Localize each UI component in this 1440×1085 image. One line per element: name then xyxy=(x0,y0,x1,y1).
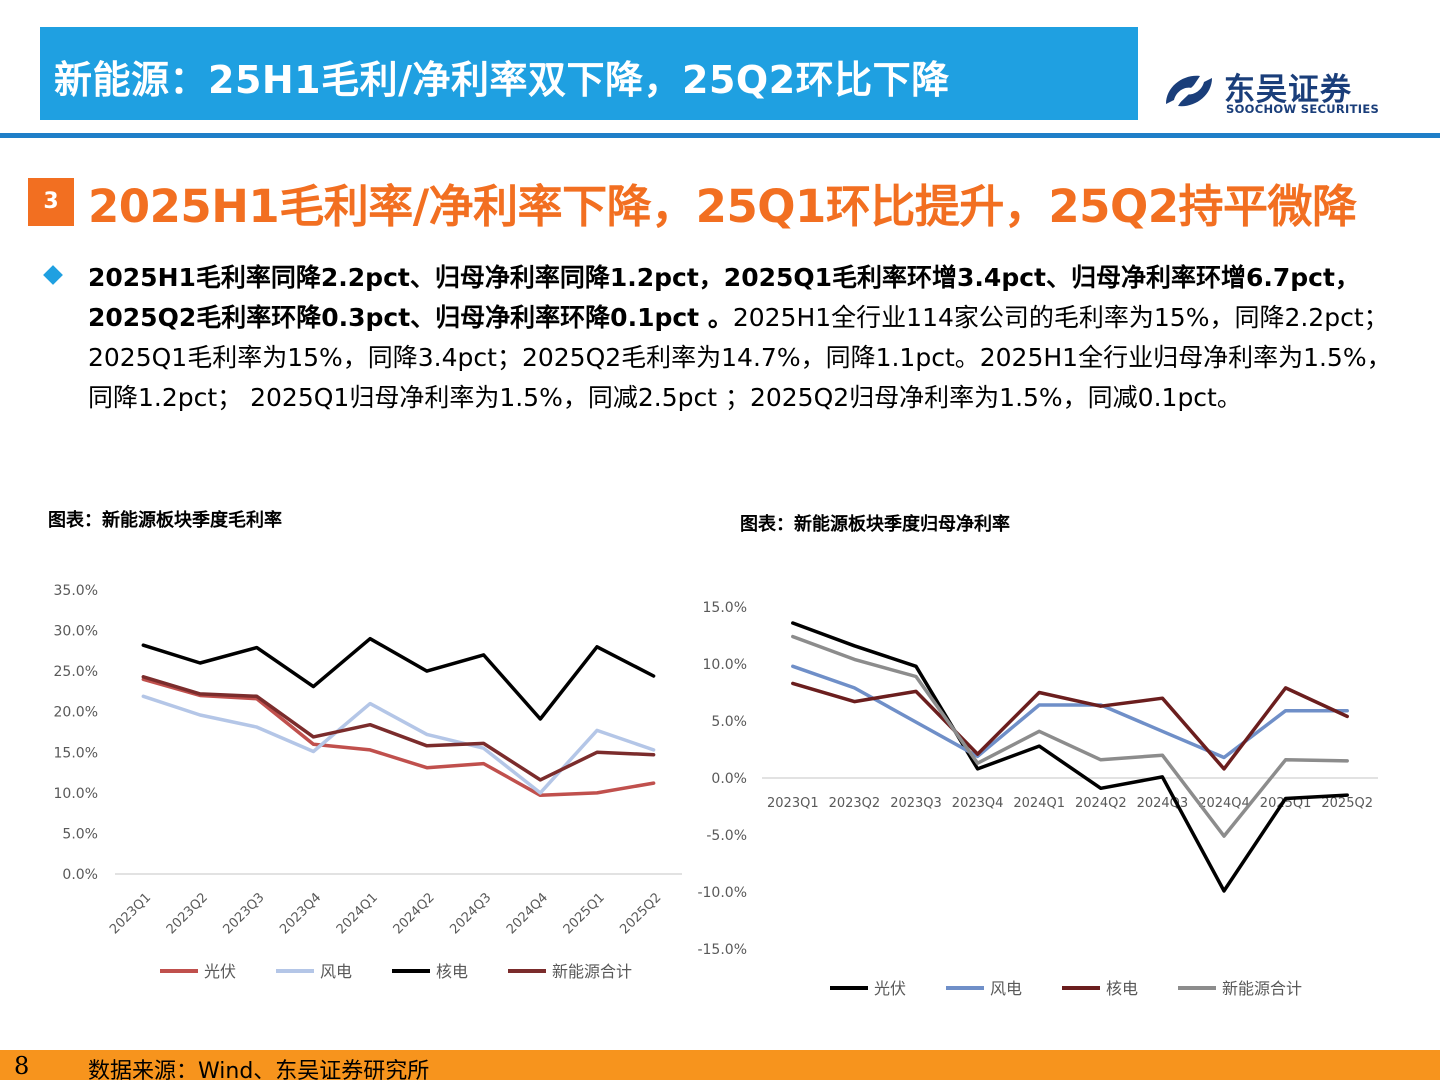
x-tick-label: 2025Q2 xyxy=(1321,796,1373,811)
right-figure-title: 图表：新能源板块季度归母净利率 xyxy=(740,510,1010,536)
y-tick-label: 20.0% xyxy=(54,705,98,721)
x-tick-label: 2025Q2 xyxy=(617,890,664,937)
diamond-bullet-icon xyxy=(43,265,63,285)
x-tick-label: 2023Q1 xyxy=(107,890,154,937)
x-tick-label: 2023Q2 xyxy=(829,796,881,811)
y-tick-label: 30.0% xyxy=(54,624,98,640)
y-tick-label: 5.0% xyxy=(711,714,747,730)
y-tick-label: -10.0% xyxy=(697,885,747,901)
x-tick-label: 2023Q3 xyxy=(220,890,267,937)
data-source: 数据来源：Wind、东吴证券研究所 xyxy=(88,1053,429,1085)
x-tick-label: 2024Q4 xyxy=(1198,796,1250,811)
x-tick-label: 2023Q2 xyxy=(164,890,211,937)
y-tick-label: 15.0% xyxy=(54,745,98,761)
series-line xyxy=(143,696,653,793)
y-tick-label: -15.0% xyxy=(697,942,747,958)
y-tick-label: 35.0% xyxy=(54,583,98,599)
summary-paragraph: 2025H1毛利率同降2.2pct、归母净利率同降1.2pct，2025Q1毛利… xyxy=(88,258,1408,418)
x-tick-label: 2023Q3 xyxy=(890,796,942,811)
x-tick-label: 2023Q1 xyxy=(767,796,819,811)
y-tick-label: 10.0% xyxy=(54,786,98,802)
x-tick-label: 2024Q1 xyxy=(1013,796,1065,811)
y-tick-label: 10.0% xyxy=(703,657,747,673)
x-tick-label: 2024Q2 xyxy=(391,890,438,937)
x-tick-label: 2024Q3 xyxy=(447,890,494,937)
legend-label: 光伏 xyxy=(874,979,906,998)
left-figure-title: 图表：新能源板块季度毛利率 xyxy=(48,506,282,532)
x-tick-label: 2024Q2 xyxy=(1075,796,1127,811)
header-banner: 新能源：25H1毛利/净利率双下降，25Q2环比下降 xyxy=(40,27,1138,120)
logo-english-name: SOOCHOW SECURITIES xyxy=(1226,102,1379,116)
section-title: 2025H1毛利率/净利率下降，25Q1环比提升，25Q2持平微降 xyxy=(88,170,1357,235)
net-margin-chart: -15.0% -10.0% -5.0% 0.0% 5.0% 10.0% 15.0% 2023Q… xyxy=(690,580,1440,1010)
series-line xyxy=(143,639,653,719)
legend-label: 光伏 xyxy=(204,962,236,981)
series-line xyxy=(793,623,1347,891)
section-number-badge: 3 xyxy=(28,178,74,226)
gross-margin-chart: 0.0% 5.0% 10.0% 15.0% 20.0% 25.0% 30.0% 35.0% 20… xyxy=(0,560,720,1000)
y-tick-label: 15.0% xyxy=(703,600,747,616)
x-tick-label: 2024Q1 xyxy=(334,890,381,937)
legend-label: 风电 xyxy=(320,962,352,981)
series-line xyxy=(143,677,653,780)
series-line xyxy=(143,679,653,795)
header-divider xyxy=(0,133,1440,138)
page-title: 新能源：25H1毛利/净利率双下降，25Q2环比下降 xyxy=(54,49,950,104)
y-tick-label: 5.0% xyxy=(62,826,98,842)
x-tick-label: 2023Q4 xyxy=(277,890,324,937)
page-number: 8 xyxy=(14,1052,29,1080)
y-tick-label: 0.0% xyxy=(62,867,98,883)
legend-label: 核电 xyxy=(1106,979,1138,998)
legend-label: 核电 xyxy=(436,962,468,981)
legend-label: 风电 xyxy=(990,979,1022,998)
legend-label: 新能源合计 xyxy=(1222,979,1302,998)
x-tick-label: 2024Q4 xyxy=(504,890,551,937)
y-tick-label: 25.0% xyxy=(54,664,98,680)
x-tick-label: 2025Q1 xyxy=(561,890,608,937)
legend-label: 新能源合计 xyxy=(552,962,632,981)
soochow-logo-icon xyxy=(1160,66,1218,116)
y-tick-label: 0.0% xyxy=(711,771,747,787)
y-tick-label: -5.0% xyxy=(706,828,747,844)
x-tick-label: 2023Q4 xyxy=(952,796,1004,811)
company-logo: 东吴证券 SOOCHOW SECURITIES xyxy=(1160,62,1410,122)
